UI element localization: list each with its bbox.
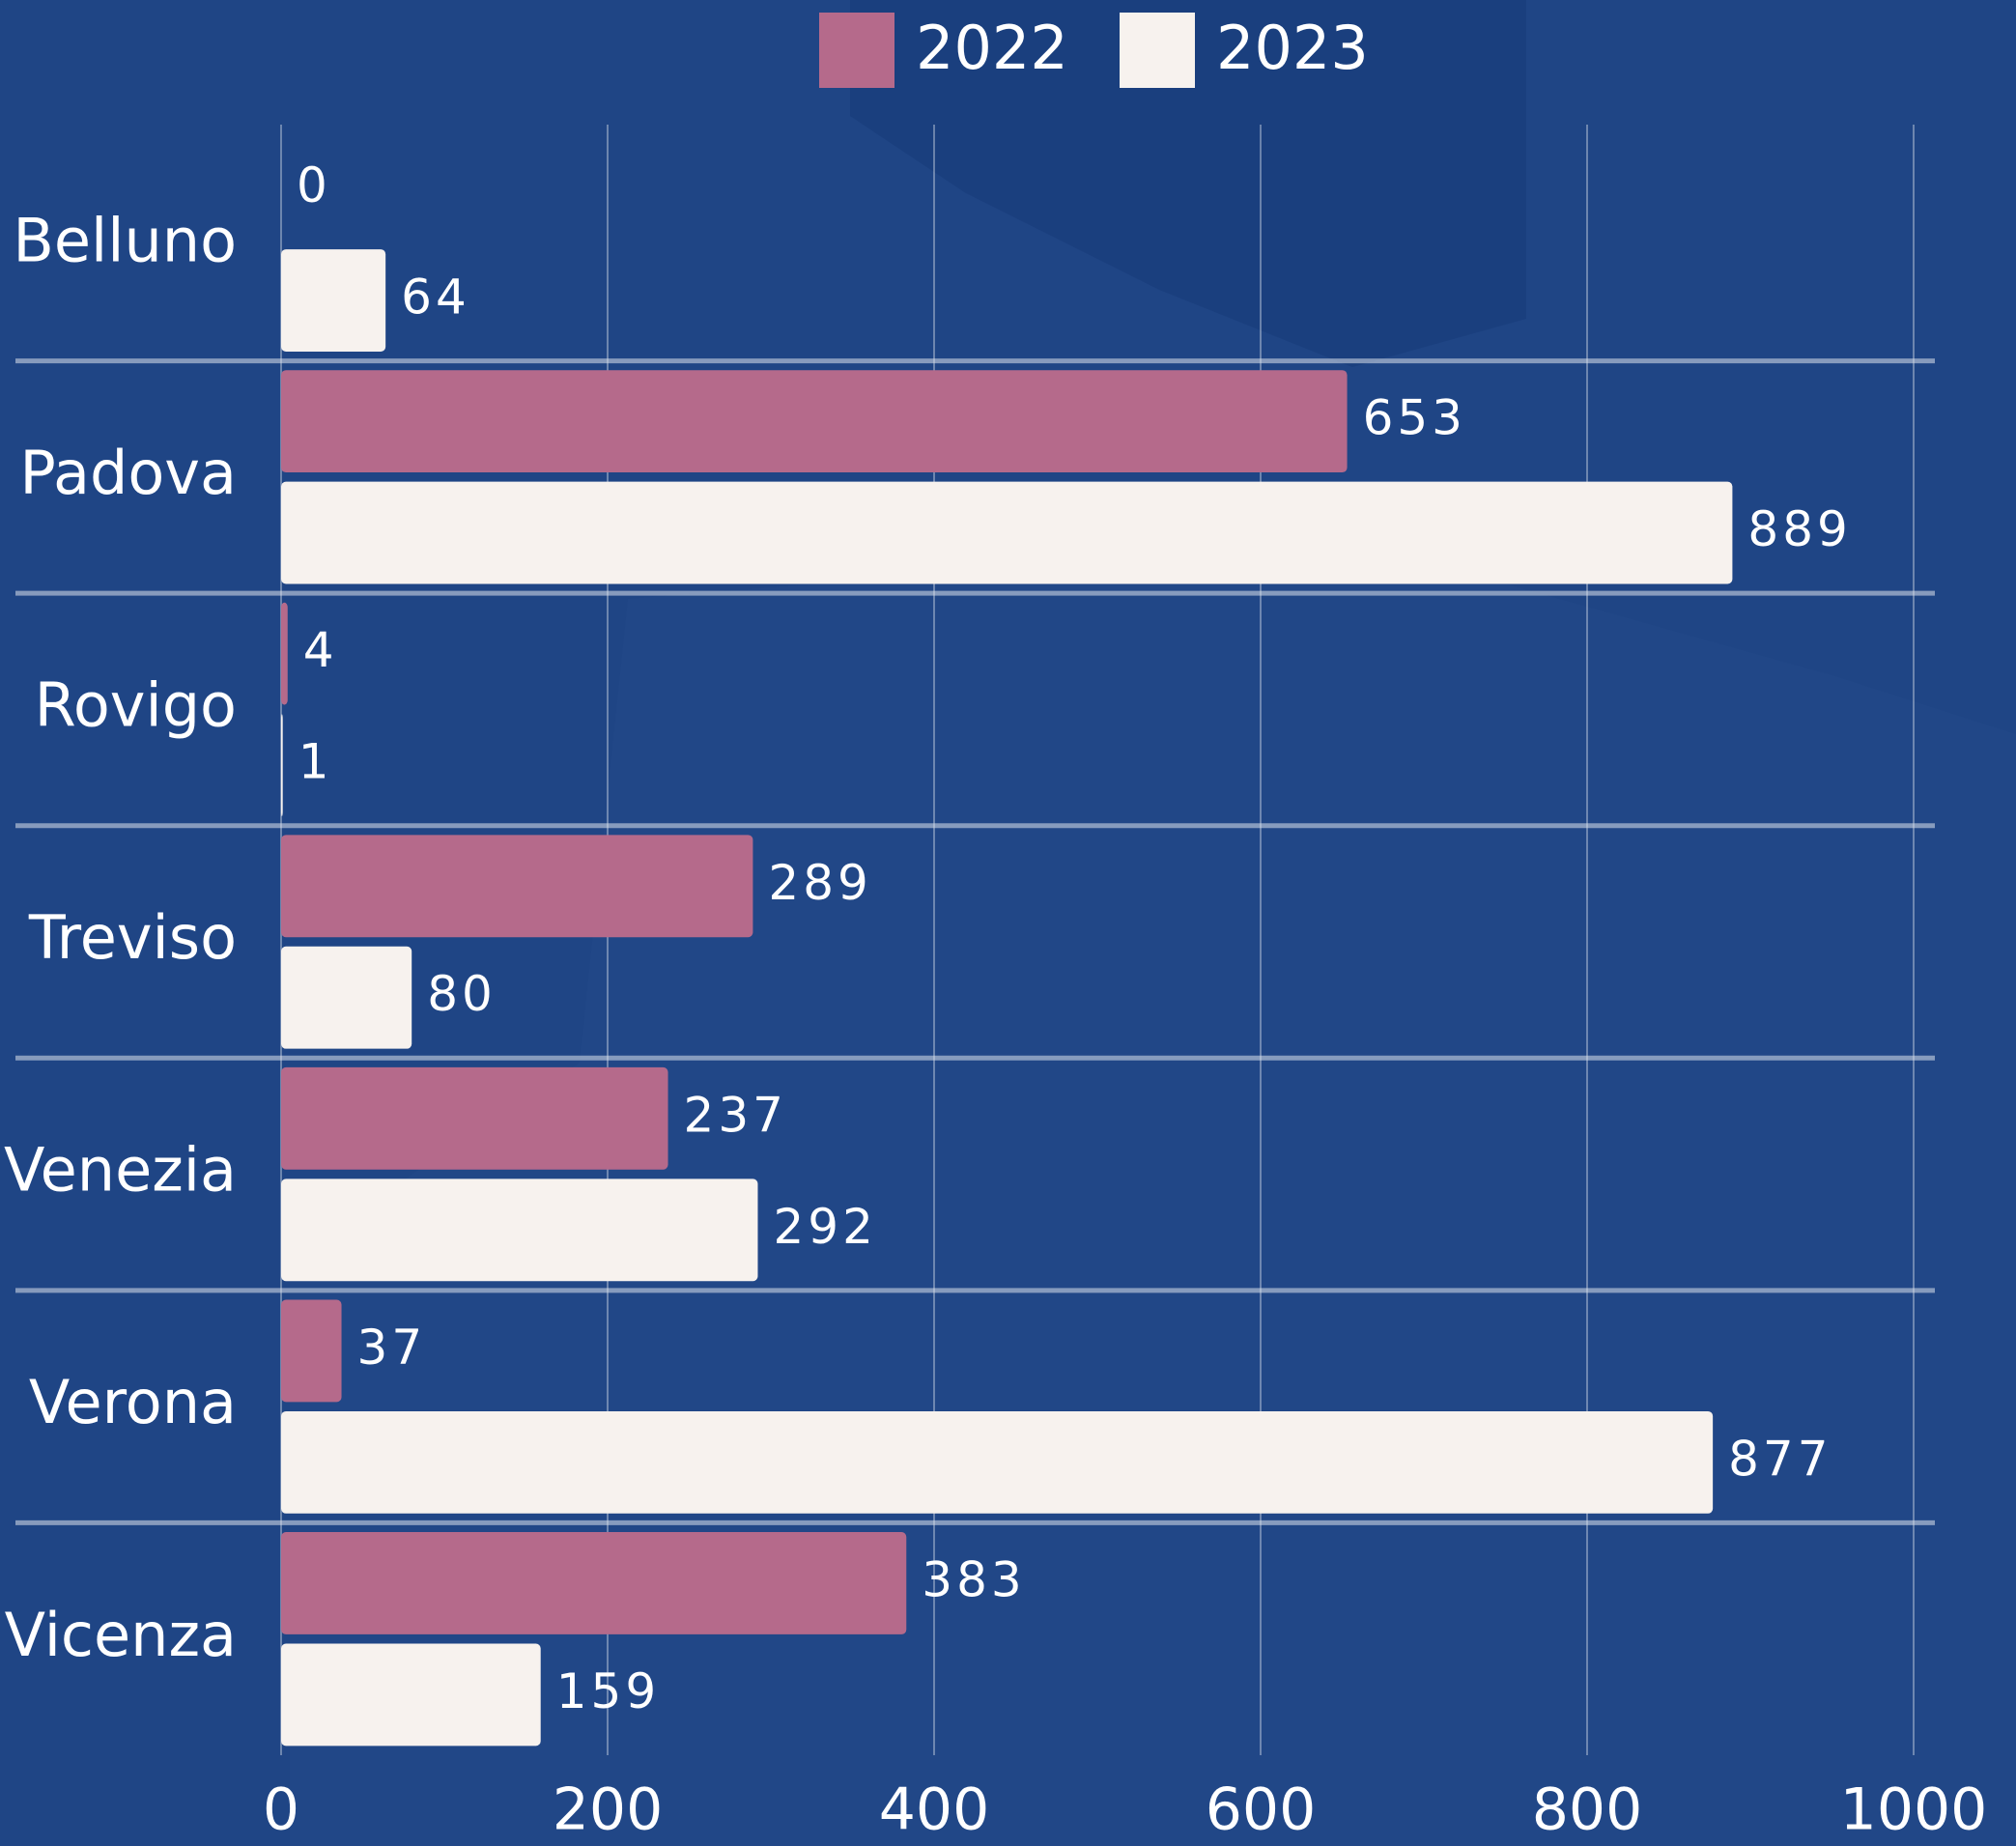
value-label: 64 xyxy=(401,270,470,326)
y-tick-label: Belluno xyxy=(13,205,237,275)
y-tick-label: Verona xyxy=(29,1367,237,1437)
value-label: 1 xyxy=(298,734,333,790)
legend-label: 2023 xyxy=(1216,13,1369,83)
bar xyxy=(281,1179,758,1282)
bar xyxy=(281,481,1733,584)
bar xyxy=(281,249,386,352)
y-tick-label: Venezia xyxy=(4,1135,237,1206)
x-tick-label: 400 xyxy=(879,1776,990,1844)
legend-swatch xyxy=(819,13,894,88)
x-tick-label: 800 xyxy=(1532,1776,1643,1844)
x-tick-label: 0 xyxy=(263,1776,299,1844)
map-shape xyxy=(850,0,1526,367)
bar xyxy=(281,602,288,705)
value-label: 289 xyxy=(768,855,871,911)
x-tick-label: 200 xyxy=(553,1776,664,1844)
legend-swatch xyxy=(1120,13,1195,88)
value-label: 292 xyxy=(773,1199,876,1255)
value-label: 237 xyxy=(684,1087,787,1143)
y-tick-label: Rovigo xyxy=(35,670,237,741)
value-label: 653 xyxy=(1363,390,1466,446)
bar xyxy=(281,1410,1714,1514)
x-tick-label: 600 xyxy=(1206,1776,1317,1844)
value-label: 37 xyxy=(357,1320,427,1376)
bar xyxy=(281,835,753,938)
y-tick-label: Vicenza xyxy=(5,1600,237,1670)
value-label: 383 xyxy=(922,1551,1025,1607)
bar xyxy=(281,946,412,1049)
value-label: 80 xyxy=(427,966,497,1022)
bar xyxy=(281,1532,907,1634)
bar xyxy=(281,1066,668,1170)
bar xyxy=(281,1299,342,1403)
value-label: 4 xyxy=(303,622,338,678)
bar xyxy=(281,1643,541,1747)
value-label: 889 xyxy=(1747,501,1851,557)
y-tick-label: Padova xyxy=(19,438,237,508)
value-label: 877 xyxy=(1728,1431,1831,1487)
x-tick-label: 1000 xyxy=(1840,1776,1988,1844)
bar xyxy=(281,714,283,817)
value-label: 0 xyxy=(297,157,331,213)
value-label: 159 xyxy=(556,1663,660,1719)
y-tick-label: Treviso xyxy=(28,902,237,973)
legend-label: 2022 xyxy=(916,13,1068,83)
bar xyxy=(281,370,1348,473)
